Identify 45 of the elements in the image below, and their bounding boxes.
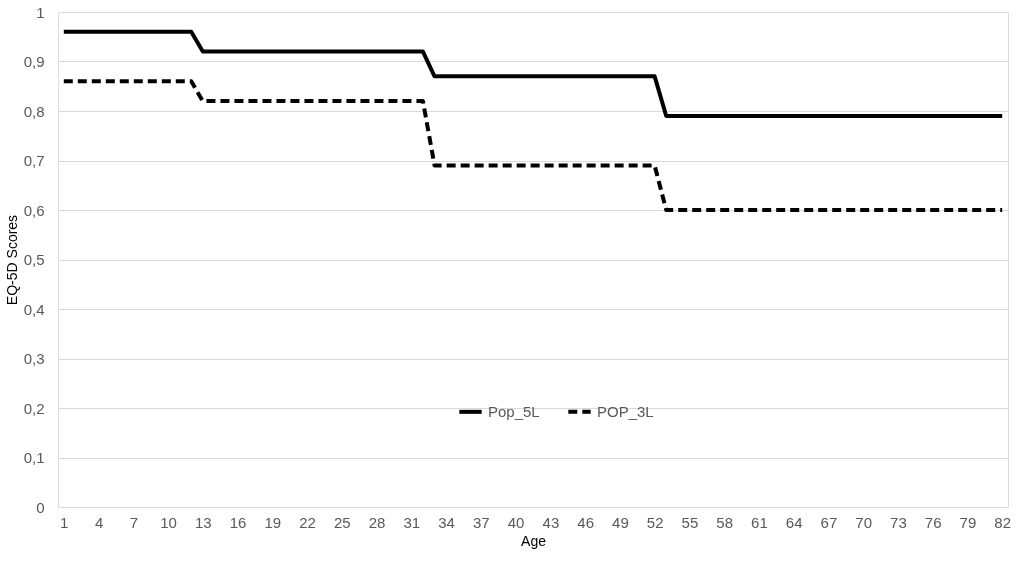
y-tick-label: 0,9 <box>23 53 45 70</box>
y-tick-label: 0,5 <box>23 251 45 268</box>
y-tick-label: 0,6 <box>23 201 45 219</box>
legend-label: Pop_5L <box>488 402 540 420</box>
x-tick-label: 46 <box>577 513 594 531</box>
y-tick-label: 0,4 <box>23 300 45 318</box>
x-tick-label: 37 <box>473 513 490 531</box>
y-tick-label: 0,7 <box>23 152 45 169</box>
x-tick-label: 10 <box>160 513 177 531</box>
x-tick-label: 76 <box>924 513 942 531</box>
x-tick-label: 70 <box>855 513 873 531</box>
x-tick-label: 73 <box>890 513 907 531</box>
x-tick-label: 28 <box>368 513 386 531</box>
y-tick-label: 0,8 <box>23 102 45 120</box>
line-series <box>61 29 1005 118</box>
x-tick-label: 49 <box>612 513 629 531</box>
x-tick-label: 22 <box>299 513 316 531</box>
y-tick-label: 0 <box>36 498 45 516</box>
x-tick-label: 58 <box>716 513 733 531</box>
x-tick-label: 7 <box>129 513 138 531</box>
x-tick-label: 82 <box>994 513 1012 531</box>
y-axis-title: EQ-5D Scores <box>3 214 20 306</box>
x-tick-label: 64 <box>785 513 803 531</box>
x-tick-label: 34 <box>438 513 455 531</box>
line-series <box>61 79 1005 212</box>
x-tick-label: 43 <box>542 513 560 531</box>
y-tick-label: 0,2 <box>23 399 45 417</box>
y-tick-label: 0,3 <box>23 350 45 367</box>
x-tick-label: 55 <box>681 513 699 531</box>
x-tick-label: 79 <box>959 513 977 531</box>
x-tick-label: 52 <box>646 513 664 531</box>
x-tick-label: 13 <box>194 513 212 531</box>
y-tick-label: 1 <box>36 3 45 21</box>
x-tick-label: 67 <box>820 513 838 531</box>
x-tick-label: 40 <box>507 513 525 531</box>
x-tick-label: 4 <box>94 513 104 531</box>
legend-label: POP_3L <box>597 402 654 420</box>
x-tick-label: 61 <box>751 513 768 531</box>
x-tick-label: 19 <box>264 513 282 531</box>
x-tick-label: 16 <box>229 513 247 531</box>
y-tick-label: 0,1 <box>23 449 45 466</box>
x-axis-title: Age <box>521 532 547 549</box>
x-tick-label: 25 <box>334 513 351 531</box>
x-tick-label: 1 <box>60 513 69 531</box>
x-tick-label: 31 <box>403 513 421 531</box>
